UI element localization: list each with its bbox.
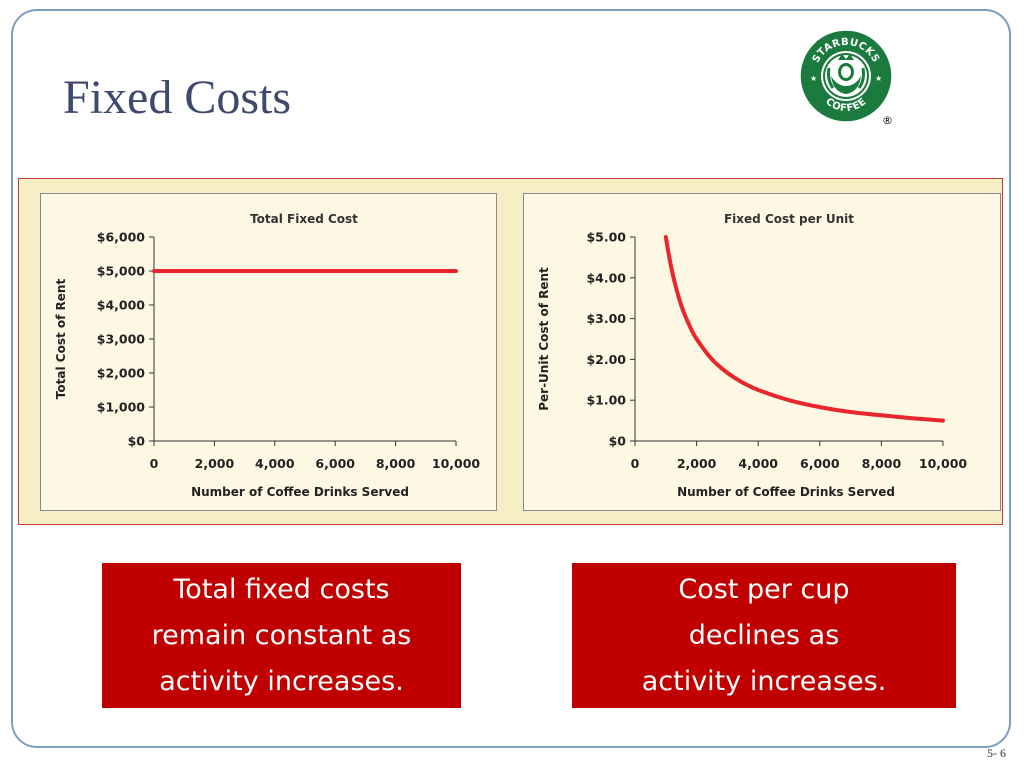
starbucks-logo: ★ ★ STARBUCKS COFFEE ®: [799, 29, 893, 126]
fixed-cost-per-unit-chart: Fixed Cost per Unit $0 $1.00 $2.00 $3.00 $4.0…: [523, 193, 1001, 511]
callout-line: activity increases.: [641, 665, 887, 697]
series-line: [663, 235, 945, 423]
chart-title: Total Fixed Cost: [250, 212, 358, 226]
slide-frame: [11, 9, 1011, 748]
y-tick-label: $0: [128, 434, 146, 449]
callout-line: Total fixed costs: [173, 573, 390, 605]
page-number: 5- 6: [987, 746, 1006, 760]
callout-line: activity increases.: [159, 665, 404, 697]
page-title: Fixed Costs: [63, 71, 292, 124]
y-tick-label: $5,000: [97, 264, 146, 279]
callout-cost-per-cup: Cost per cup declines as activity increa…: [572, 563, 956, 708]
y-axis-label: Per-Unit Cost of Rent: [537, 267, 551, 411]
y-tick-label: $3,000: [97, 332, 146, 347]
callout-total-fixed-costs: Total fixed costs remain constant as act…: [102, 563, 461, 708]
logo-star-left: ★: [810, 74, 817, 83]
y-tick-label: $0: [609, 434, 627, 449]
y-tick-label: $4,000: [97, 298, 146, 313]
x-axis-label: Number of Coffee Drinks Served: [677, 485, 895, 499]
x-tick-label: 8,000: [376, 456, 416, 471]
fixed-cost-per-unit-svg: Fixed Cost per Unit $0 $1.00 $2.00 $3.00 $4.0…: [537, 212, 968, 499]
x-tick-label: 4,000: [738, 456, 778, 471]
callout-line: Cost per cup: [678, 573, 850, 605]
chart-title: Fixed Cost per Unit: [724, 212, 854, 226]
x-tick-label: 4,000: [255, 456, 295, 471]
x-tick-label: 8,000: [862, 456, 902, 471]
x-tick-label: 6,000: [315, 456, 355, 471]
y-tick-label: $1,000: [97, 400, 146, 415]
x-tick-label: 2,000: [677, 456, 717, 471]
y-tick-label: $4.00: [586, 270, 626, 285]
x-tick-label: 2,000: [195, 456, 235, 471]
total-fixed-cost-chart: Total Fixed Cost $0 $1,000 $2,000 $3,000 $4,0…: [40, 193, 497, 511]
svg-text:COFFEE: COFFEE: [823, 96, 869, 114]
y-tick-label: $1.00: [586, 393, 626, 408]
x-tick-label: 10,000: [432, 456, 481, 471]
callout-line: remain constant as: [151, 619, 412, 651]
registered-mark: ®: [882, 114, 893, 126]
x-tick-label: 0: [631, 456, 640, 471]
logo-star-right: ★: [875, 74, 882, 83]
siren-icon: [825, 54, 867, 97]
y-tick-label: $5.00: [586, 230, 626, 245]
y-tick-label: $6,000: [97, 230, 146, 245]
total-fixed-cost-svg: Total Fixed Cost $0 $1,000 $2,000 $3,000 $4,0…: [54, 212, 481, 499]
logo-bottom-text: COFFEE: [823, 96, 868, 114]
y-tick-label: $2,000: [97, 366, 146, 381]
y-tick-label: $2.00: [586, 352, 626, 367]
y-axis-label: Total Cost of Rent: [54, 279, 68, 400]
x-tick-label: 0: [150, 456, 159, 471]
callout-line: declines as: [688, 619, 840, 651]
y-tick-label: $3.00: [586, 311, 626, 326]
x-tick-label: 10,000: [919, 456, 968, 471]
x-tick-label: 6,000: [800, 456, 840, 471]
x-axis-label: Number of Coffee Drinks Served: [191, 485, 409, 499]
